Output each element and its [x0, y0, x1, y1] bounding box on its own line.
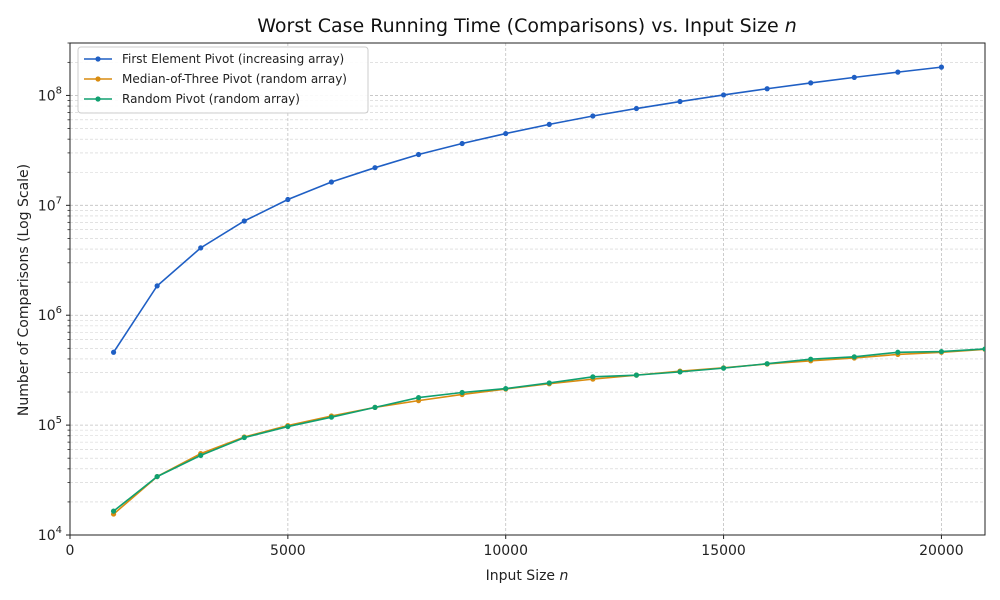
- data-point: [764, 361, 770, 367]
- series-line-1: [113, 348, 985, 515]
- chart-title: Worst Case Running Time (Comparisons) vs…: [257, 15, 797, 37]
- data-point: [459, 140, 465, 147]
- data-point: [851, 74, 857, 80]
- x-tick-label: 20000: [919, 543, 964, 559]
- legend: First Element Pivot (increasing array) Me…: [77, 46, 369, 114]
- data-point: [110, 349, 117, 355]
- data-point: [677, 98, 683, 105]
- legend-marker: [95, 96, 101, 102]
- data-point: [546, 380, 552, 386]
- y-tick-label: 104: [38, 525, 62, 544]
- data-point: [764, 86, 770, 92]
- x-axis-label: Input Size n: [486, 568, 569, 584]
- y-tick-label: 105: [38, 415, 62, 434]
- data-point: [415, 394, 422, 401]
- x-tick-label: 15000: [701, 543, 746, 559]
- data-point: [982, 346, 985, 352]
- data-point: [372, 404, 378, 410]
- data-point: [938, 64, 945, 70]
- series-group: [110, 64, 985, 517]
- legend-label: Random Pivot (random array): [122, 92, 300, 106]
- data-point: [110, 508, 117, 514]
- y-tick-label: 106: [38, 305, 62, 324]
- data-point: [415, 151, 422, 158]
- y-tick-label: 108: [38, 85, 62, 104]
- x-tick-label: 5000: [270, 543, 306, 559]
- series-line-0: [112, 66, 942, 353]
- legend-marker: [95, 76, 101, 82]
- y-axis-label: Number of Comparisons (Log Scale): [16, 164, 32, 416]
- legend-label: Median-of-Three Pivot (random array): [122, 72, 347, 86]
- legend-box: [77, 46, 369, 114]
- data-point: [590, 374, 596, 380]
- y-tick-label: 107: [38, 195, 62, 214]
- data-point: [677, 369, 683, 375]
- data-point: [459, 389, 465, 396]
- data-point: [720, 365, 727, 371]
- data-point: [154, 473, 160, 480]
- data-point: [241, 218, 247, 224]
- data-point: [285, 196, 291, 203]
- data-point: [328, 414, 335, 420]
- data-point: [851, 354, 857, 360]
- plot-frame: [69, 42, 986, 536]
- data-point: [895, 349, 901, 355]
- series-line-2: [113, 348, 985, 512]
- data-point: [198, 452, 204, 459]
- data-point: [938, 348, 945, 355]
- data-point: [720, 92, 727, 98]
- data-point: [328, 179, 335, 185]
- data-point: [285, 423, 291, 430]
- data-point: [633, 105, 640, 112]
- data-point: [895, 69, 901, 75]
- data-point: [241, 434, 247, 441]
- data-point: [808, 356, 814, 362]
- data-point: [198, 245, 204, 251]
- data-point: [503, 130, 509, 137]
- data-point: [808, 80, 814, 86]
- x-tick-label: 10000: [483, 543, 528, 559]
- data-point: [372, 165, 378, 171]
- legend-marker: [95, 56, 101, 62]
- data-point: [633, 372, 640, 378]
- data-point: [154, 283, 160, 289]
- data-point: [546, 121, 552, 127]
- x-tick-label: 0: [66, 543, 75, 559]
- legend-label: First Element Pivot (increasing array): [122, 52, 344, 66]
- plot-area: 104 105 106 107 108 0 5000 10000 15000 20000: [38, 42, 986, 559]
- data-point: [590, 113, 596, 119]
- data-point: [503, 385, 509, 392]
